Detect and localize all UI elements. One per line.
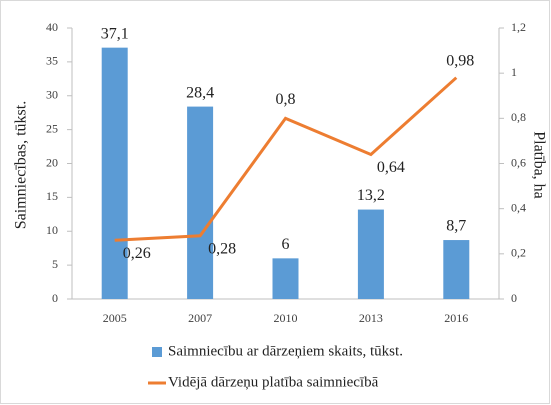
y2-tick-label: 1 xyxy=(511,65,517,79)
line xyxy=(114,76,458,242)
x-tick-label: 2010 xyxy=(274,311,298,325)
y2-tick-label: 0,8 xyxy=(511,110,526,124)
y-tick-label: 0 xyxy=(52,291,58,305)
bar xyxy=(272,258,299,299)
x-tick-label: 2016 xyxy=(444,311,468,325)
legend-label: Saimniecību ar dārzeņiem skaits, tūkst. xyxy=(168,343,403,359)
bar-value-label: 37,1 xyxy=(101,25,129,42)
line-value-label: 0,64 xyxy=(377,159,405,176)
y-tick-label: 15 xyxy=(46,189,58,203)
y2-tick-label: 0,6 xyxy=(511,155,526,169)
y2-tick-label: 0 xyxy=(511,291,517,305)
y2-axis-label: Platība, ha xyxy=(530,131,547,199)
y2-tick-label: 0,2 xyxy=(511,246,526,260)
legend-swatch xyxy=(152,347,162,357)
bar-value-label: 8,7 xyxy=(446,218,466,235)
y-tick-label: 20 xyxy=(46,155,58,169)
legend-label: Vidējā dārzeņu platība saimniecībā xyxy=(168,374,379,390)
line-value-label: 0,8 xyxy=(276,91,296,108)
bar xyxy=(443,240,470,299)
bar xyxy=(357,209,384,299)
line-value-label: 0,28 xyxy=(208,240,236,257)
y-tick-label: 30 xyxy=(46,88,58,102)
y-tick-label: 5 xyxy=(52,257,58,271)
line-value-label: 0,26 xyxy=(123,245,151,262)
y-tick-label: 35 xyxy=(46,54,58,68)
bar xyxy=(101,47,128,300)
bar-value-label: 13,2 xyxy=(357,187,385,204)
x-tick-label: 2013 xyxy=(359,311,383,325)
x-tick-label: 2007 xyxy=(188,311,212,325)
bar xyxy=(187,106,214,299)
y2-tick-label: 1,2 xyxy=(511,20,526,34)
x-tick-label: 2005 xyxy=(103,311,127,325)
y-tick-label: 40 xyxy=(46,20,58,34)
y-tick-label: 25 xyxy=(46,121,58,135)
bar-value-label: 28,4 xyxy=(186,84,214,101)
y-axis-label: Saimniecības, tūkst. xyxy=(13,101,30,229)
y2-tick-label: 0,4 xyxy=(511,200,526,214)
line-value-label: 0,98 xyxy=(446,52,474,69)
y-tick-label: 10 xyxy=(46,223,58,237)
bar-value-label: 6 xyxy=(282,236,290,253)
